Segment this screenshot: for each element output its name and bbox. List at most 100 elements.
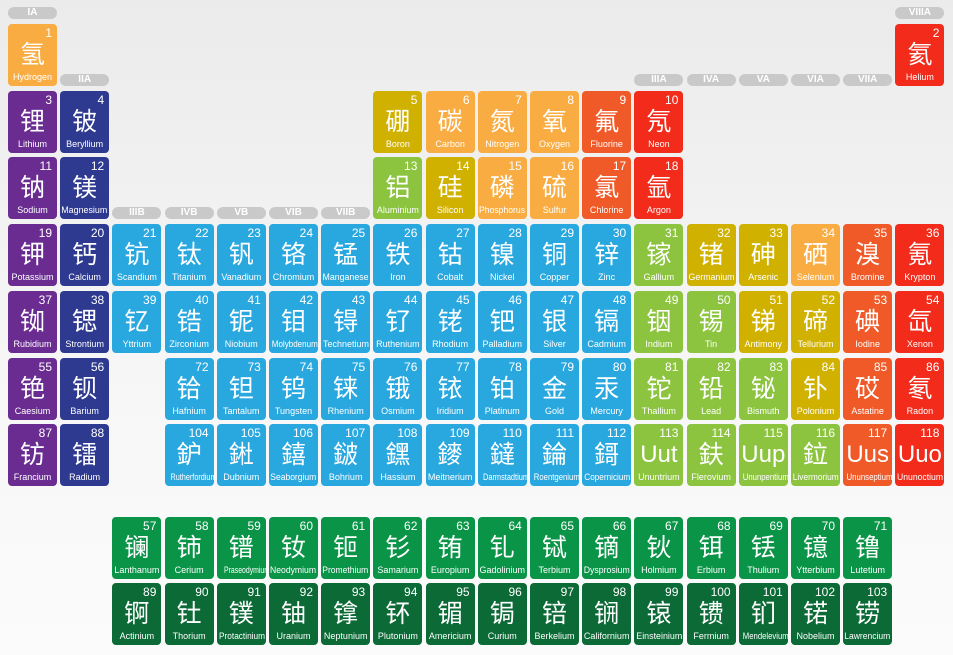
element-cell-magnesium[interactable]: 12 镁 Magnesium	[60, 157, 110, 220]
element-cell-gold[interactable]: 79 金 Gold	[530, 357, 579, 420]
element-cell-lanthanum[interactable]: 57 镧 Lanthanum	[112, 517, 162, 579]
element-cell-neon[interactable]: 10 氖 Neon	[634, 90, 684, 153]
element-cell-francium[interactable]: 87 钫 Francium	[8, 424, 57, 487]
element-cell-xenon[interactable]: 54 氙 Xenon	[895, 290, 945, 353]
element-cell-zirconium[interactable]: 40 锆 Zirconium	[164, 290, 214, 353]
element-cell-seaborgium[interactable]: 106 𨭎 Seaborgium	[269, 424, 318, 487]
element-cell-flerovium[interactable]: 114 鈇 Flerovium	[686, 424, 736, 487]
element-cell-argon[interactable]: 18 氩 Argon	[634, 157, 684, 220]
element-cell-oxygen[interactable]: 8 氧 Oxygen	[530, 90, 579, 153]
element-cell-bohrium[interactable]: 107 𨨏 Bohrium	[321, 424, 371, 487]
element-cell-lutetium[interactable]: 71 镥 Lutetium	[843, 517, 893, 579]
element-cell-scandium[interactable]: 21 钪 Scandium	[112, 224, 162, 287]
element-cell-manganese[interactable]: 25 锰 Manganese	[321, 224, 371, 287]
element-cell-dubnium[interactable]: 105 𨧀 Dubnium	[216, 424, 266, 487]
element-cell-ruthenium[interactable]: 44 钌 Ruthenium	[373, 290, 423, 353]
element-cell-holmium[interactable]: 67 钬 Holmium	[634, 517, 684, 579]
element-cell-rhenium[interactable]: 75 铼 Rhenium	[321, 357, 371, 420]
element-cell-ununseptium[interactable]: 117 Uus Ununseptium	[843, 424, 893, 487]
element-cell-terbium[interactable]: 65 铽 Terbium	[530, 517, 579, 579]
element-cell-cadmium[interactable]: 48 镉 Cadmium	[582, 290, 632, 353]
element-cell-europium[interactable]: 63 铕 Europium	[425, 517, 475, 579]
element-cell-ununoctium[interactable]: 118 Uuo Ununoctium	[895, 424, 945, 487]
element-cell-thulium[interactable]: 69 铥 Thulium	[738, 517, 788, 579]
element-cell-ununtrium[interactable]: 113 Uut Ununtrium	[634, 424, 684, 487]
element-cell-iridium[interactable]: 77 铱 Iridium	[425, 357, 475, 420]
element-cell-vanadium[interactable]: 23 钒 Vanadium	[216, 224, 266, 287]
element-cell-tantalum[interactable]: 73 钽 Tantalum	[216, 357, 266, 420]
element-cell-radon[interactable]: 86 氡 Radon	[895, 357, 945, 420]
element-cell-yttrium[interactable]: 39 钇 Yttrium	[112, 290, 162, 353]
element-cell-iron[interactable]: 26 铁 Iron	[373, 224, 423, 287]
element-cell-fluorine[interactable]: 9 氟 Fluorine	[582, 90, 632, 153]
element-cell-fermium[interactable]: 100 镄 Fermium	[686, 583, 736, 645]
element-cell-copernicium[interactable]: 112 鎶 Copernicium	[582, 424, 632, 487]
element-cell-rutherfordium[interactable]: 104 鈩 Rutherfordium	[164, 424, 214, 487]
element-cell-phosphorus[interactable]: 15 磷 Phosphorus	[477, 157, 527, 220]
element-cell-carbon[interactable]: 6 碳 Carbon	[425, 90, 475, 153]
element-cell-selenium[interactable]: 34 硒 Selenium	[791, 224, 840, 287]
element-cell-nickel[interactable]: 28 镍 Nickel	[477, 224, 527, 287]
element-cell-copper[interactable]: 29 铜 Copper	[530, 224, 579, 287]
element-cell-indium[interactable]: 49 铟 Indium	[634, 290, 684, 353]
element-cell-caesium[interactable]: 55 铯 Caesium	[8, 357, 57, 420]
element-cell-nitrogen[interactable]: 7 氮 Nitrogen	[477, 90, 527, 153]
element-cell-titanium[interactable]: 22 钛 Titanium	[164, 224, 214, 287]
element-cell-actinium[interactable]: 89 锕 Actinium	[112, 583, 162, 645]
element-cell-berkelium[interactable]: 97 锫 Berkelium	[530, 583, 579, 645]
element-cell-promethium[interactable]: 61 钷 Promethium	[321, 517, 371, 579]
element-cell-osmium[interactable]: 76 锇 Osmium	[373, 357, 423, 420]
element-cell-chlorine[interactable]: 17 氯 Chlorine	[582, 157, 632, 220]
element-cell-samarium[interactable]: 62 钐 Samarium	[373, 517, 423, 579]
element-cell-americium[interactable]: 95 镅 Americium	[425, 583, 475, 645]
element-cell-astatine[interactable]: 85 砹 Astatine	[843, 357, 893, 420]
element-cell-germanium[interactable]: 32 锗 Germanium	[686, 224, 736, 287]
element-cell-molybdenum[interactable]: 42 钼 Molybdenum	[269, 290, 318, 353]
element-cell-silver[interactable]: 47 银 Silver	[530, 290, 579, 353]
element-cell-ytterbium[interactable]: 70 镱 Ytterbium	[791, 517, 840, 579]
element-cell-bismuth[interactable]: 83 铋 Bismuth	[738, 357, 788, 420]
element-cell-rubidium[interactable]: 37 铷 Rubidium	[8, 290, 57, 353]
element-cell-nobelium[interactable]: 102 锘 Nobelium	[791, 583, 840, 645]
element-cell-tin[interactable]: 50 锡 Tin	[686, 290, 736, 353]
element-cell-curium[interactable]: 96 锔 Curium	[477, 583, 527, 645]
element-cell-niobium[interactable]: 41 铌 Niobium	[216, 290, 266, 353]
element-cell-thallium[interactable]: 81 铊 Thallium	[634, 357, 684, 420]
element-cell-hydrogen[interactable]: 1 氢 Hydrogen	[8, 24, 57, 86]
element-cell-lead[interactable]: 82 铅 Lead	[686, 357, 736, 420]
element-cell-protactinium[interactable]: 91 镤 Protactinium	[216, 583, 266, 645]
element-cell-thorium[interactable]: 90 钍 Thorium	[164, 583, 214, 645]
element-cell-mercury[interactable]: 80 汞 Mercury	[582, 357, 632, 420]
element-cell-aluminium[interactable]: 13 铝 Aluminium	[373, 157, 423, 220]
element-cell-einsteinium[interactable]: 99 锿 Einsteinium	[634, 583, 684, 645]
element-cell-lithium[interactable]: 3 锂 Lithium	[8, 90, 57, 153]
element-cell-californium[interactable]: 98 锎 Californium	[582, 583, 632, 645]
element-cell-arsenic[interactable]: 33 砷 Arsenic	[738, 224, 788, 287]
element-cell-sulfur[interactable]: 16 硫 Sulfur	[530, 157, 579, 220]
element-cell-krypton[interactable]: 36 氪 Krypton	[895, 224, 945, 287]
element-cell-cobalt[interactable]: 27 钴 Cobalt	[425, 224, 475, 287]
element-cell-tungsten[interactable]: 74 钨 Tungsten	[269, 357, 318, 420]
element-cell-hafnium[interactable]: 72 铪 Hafnium	[164, 357, 214, 420]
element-cell-helium[interactable]: 2 氦 Helium	[895, 24, 945, 86]
element-cell-bromine[interactable]: 35 溴 Bromine	[843, 224, 893, 287]
element-cell-boron[interactable]: 5 硼 Boron	[373, 90, 423, 153]
element-cell-beryllium[interactable]: 4 铍 Beryllium	[60, 90, 110, 153]
element-cell-silicon[interactable]: 14 硅 Silicon	[425, 157, 475, 220]
element-cell-platinum[interactable]: 78 铂 Platinum	[477, 357, 527, 420]
element-cell-barium[interactable]: 56 钡 Barium	[60, 357, 110, 420]
element-cell-tellurium[interactable]: 52 碲 Tellurium	[791, 290, 840, 353]
element-cell-antimony[interactable]: 51 锑 Antimony	[738, 290, 788, 353]
element-cell-neodymium[interactable]: 60 钕 Neodymium	[269, 517, 318, 579]
element-cell-chromium[interactable]: 24 铬 Chromium	[269, 224, 318, 287]
element-cell-ununpentium[interactable]: 115 Uup Ununpentium	[738, 424, 788, 487]
element-cell-plutonium[interactable]: 94 钚 Plutonium	[373, 583, 423, 645]
element-cell-rhodium[interactable]: 45 铑 Rhodium	[425, 290, 475, 353]
element-cell-iodine[interactable]: 53 碘 Iodine	[843, 290, 893, 353]
element-cell-potassium[interactable]: 19 钾 Potassium	[8, 224, 57, 287]
element-cell-gadolinium[interactable]: 64 钆 Gadolinium	[477, 517, 527, 579]
element-cell-darmstadtium[interactable]: 110 鐽 Darmstadtium	[477, 424, 527, 487]
element-cell-hassium[interactable]: 108 𨭆 Hassium	[373, 424, 423, 487]
element-cell-technetium[interactable]: 43 锝 Technetium	[321, 290, 371, 353]
element-cell-palladium[interactable]: 46 钯 Palladium	[477, 290, 527, 353]
